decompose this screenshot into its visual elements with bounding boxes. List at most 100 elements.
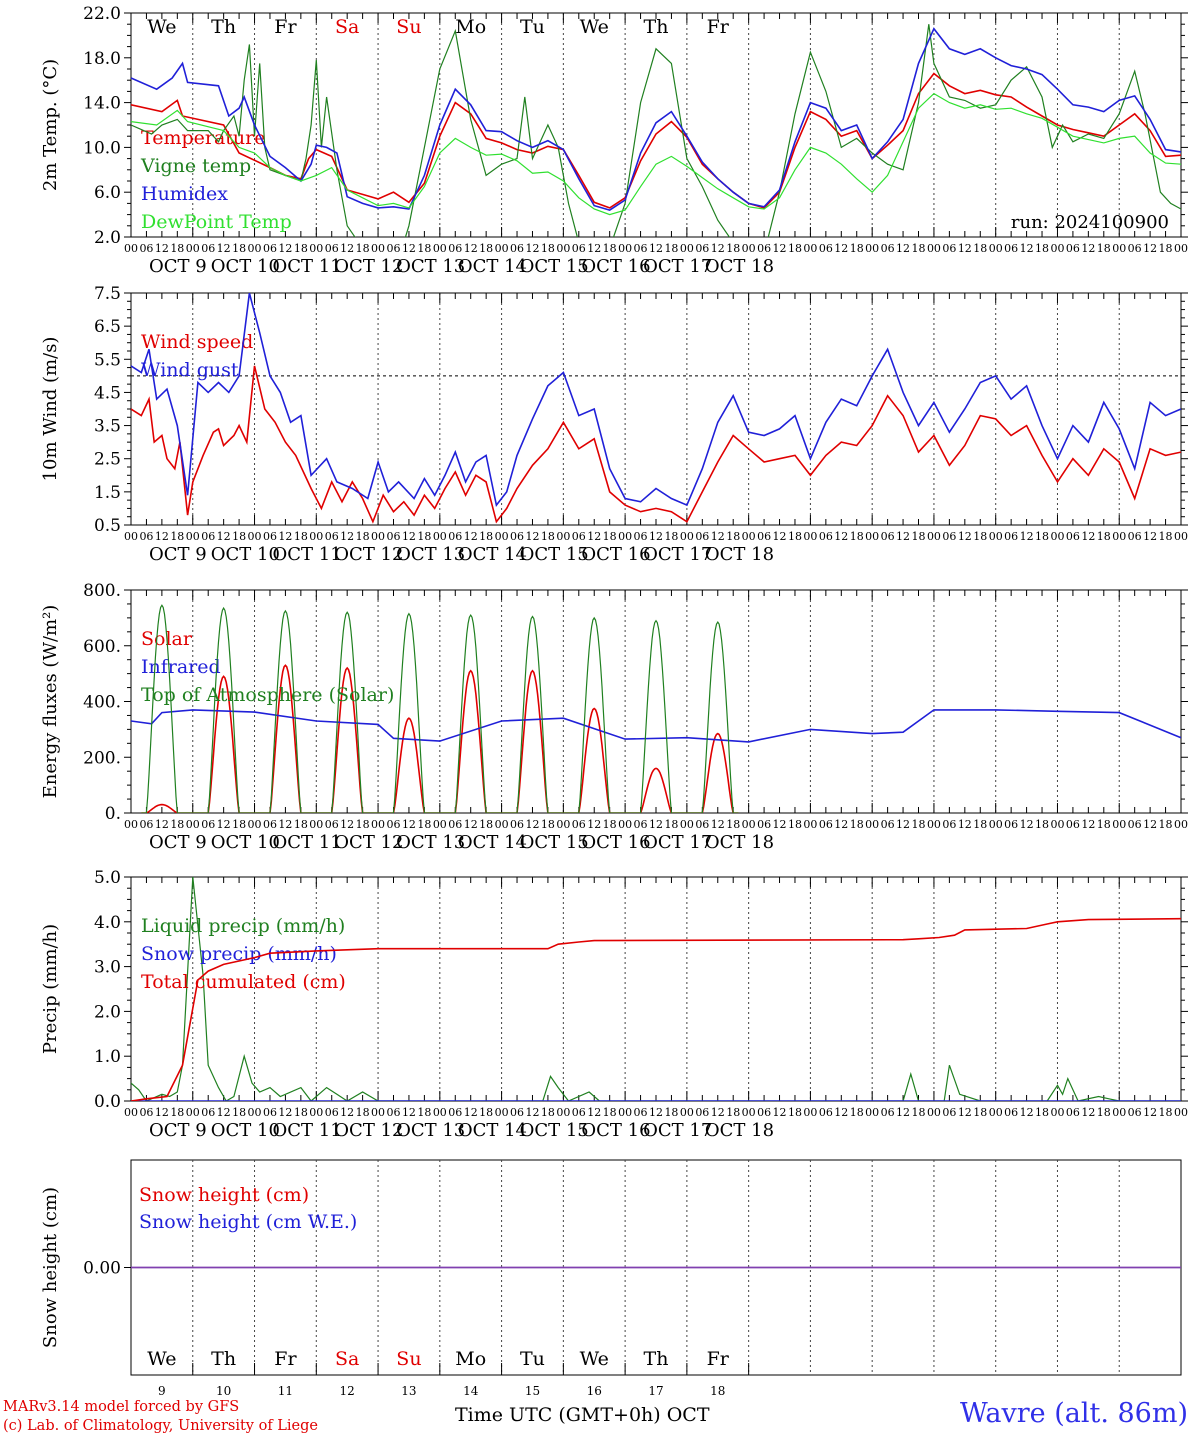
y-tick-label: 200. [83, 748, 121, 768]
x-tick-label: 06 [634, 242, 648, 255]
x-tick-label: 06 [942, 818, 956, 831]
x-tick-label: 18 [541, 818, 555, 831]
x-tick-label: 12 [525, 818, 539, 831]
x-tick-label: 12 [1143, 530, 1157, 543]
legend-entry: Snow height (cm W.E.) [139, 1211, 357, 1233]
x-tick-label: 06 [1004, 242, 1018, 255]
date-label: OCT 12 [334, 1120, 403, 1141]
x-tick-label: 18 [356, 530, 370, 543]
date-label: OCT 18 [705, 1120, 774, 1141]
run-label: run: 2024100900 [1011, 212, 1169, 233]
x-tick-label: 12 [155, 1106, 169, 1119]
x-tick-label: 18 [170, 818, 184, 831]
x-tick-label: 06 [881, 530, 895, 543]
x-tick-label: 12 [278, 818, 292, 831]
panel-frame [130, 12, 1182, 238]
x-tick-label: 12 [587, 530, 601, 543]
x-tick-label: 06 [1066, 1106, 1080, 1119]
legend-entry: Wind speed [141, 331, 253, 353]
x-tick-label: 12 [834, 818, 848, 831]
x-tick-label: 18 [1159, 242, 1173, 255]
weekday-label: We [147, 16, 176, 38]
x-tick-label: 06 [448, 530, 462, 543]
legend-entry: Liquid precip (mm/h) [141, 915, 345, 937]
y-tick-label: 6.0 [94, 183, 121, 203]
x-tick-label: 18 [726, 530, 740, 543]
x-tick-label: 18 [603, 242, 617, 255]
x-tick-label: 18 [726, 818, 740, 831]
x-tick-label: 06 [201, 242, 215, 255]
weekday-label: Su [396, 1348, 421, 1370]
x-tick-label: 06 [942, 242, 956, 255]
x-tick-label: 18 [417, 818, 431, 831]
x-tick-label: 18 [232, 818, 246, 831]
x-tick-label: 12 [1020, 530, 1034, 543]
x-tick-label: 12 [278, 1106, 292, 1119]
x-tick-label: 18 [664, 530, 678, 543]
x-tick-label: 18 [541, 1106, 555, 1119]
x-tick-label: 00 [1112, 242, 1126, 255]
x-tick-label: 00 [680, 530, 694, 543]
y-axis-label: Energy fluxes (W/m²) [40, 605, 61, 799]
x-tick-label: 18 [850, 242, 864, 255]
x-tick-label: 00 [309, 818, 323, 831]
date-label: OCT 18 [705, 256, 774, 277]
x-tick-label: 18 [541, 242, 555, 255]
y-tick-label: 4.0 [94, 913, 121, 933]
date-label: OCT 11 [273, 544, 342, 565]
x-tick-label: 00 [556, 242, 570, 255]
day-number: 15 [525, 1384, 540, 1398]
date-label: OCT 9 [149, 256, 207, 277]
x-tick-label: 18 [603, 1106, 617, 1119]
legend-entry: Total cumulated (cm) [141, 971, 346, 993]
x-tick-label: 00 [556, 530, 570, 543]
x-tick-label: 12 [773, 530, 787, 543]
x-tick-label: 00 [803, 242, 817, 255]
x-tick-label: 06 [139, 1106, 153, 1119]
y-axis-label: Snow height (cm) [40, 1187, 61, 1348]
x-tick-label: 06 [1004, 1106, 1018, 1119]
y-tick-label: 600. [83, 637, 121, 657]
x-tick-label: 12 [711, 818, 725, 831]
x-tick-label: 12 [1081, 242, 1095, 255]
location-title: Wavre (alt. 86m) [960, 1398, 1188, 1429]
y-tick-label: 2.0 [94, 228, 121, 248]
panel-2: 00 06 12 18 00 06 12 18 00 06 12 18 00 06 12 18 00 06 12 18… [40, 284, 1188, 565]
y-tick-label: 1.0 [94, 1047, 121, 1067]
x-tick-label: 00 [1174, 530, 1188, 543]
x-tick-label: 18 [1035, 818, 1049, 831]
x-tick-label: 06 [1004, 818, 1018, 831]
x-tick-label: 12 [649, 242, 663, 255]
series-line-1-1 [131, 72, 1181, 209]
x-tick-label: 00 [742, 242, 756, 255]
legend-entry: Snow height (cm) [139, 1184, 309, 1206]
x-tick-label: 06 [325, 242, 339, 255]
y-axis-label: 10m Wind (m/s) [40, 337, 61, 482]
x-tick-label: 12 [278, 242, 292, 255]
x-tick-label: 12 [834, 1106, 848, 1119]
x-tick-label: 06 [695, 1106, 709, 1119]
x-tick-label: 06 [757, 242, 771, 255]
legend-entry: Humidex [141, 183, 228, 205]
x-tick-label: 18 [541, 530, 555, 543]
weekday-label: Fr [274, 16, 297, 38]
x-tick-label: 18 [170, 242, 184, 255]
x-tick-label: 12 [1143, 1106, 1157, 1119]
x-tick-label: 00 [989, 1106, 1003, 1119]
x-tick-label: 18 [1159, 1106, 1173, 1119]
date-label: OCT 10 [211, 256, 280, 277]
x-tick-label: 06 [1128, 818, 1142, 831]
panel-3: 00 06 12 18 00 06 12 18 00 06 12 18 00 06 12 18 00 06 12 18… [40, 581, 1188, 853]
x-tick-label: 18 [726, 1106, 740, 1119]
x-tick-label: 00 [927, 530, 941, 543]
x-tick-label: 00 [248, 1106, 262, 1119]
x-tick-label: 12 [958, 530, 972, 543]
x-tick-label: 00 [1174, 818, 1188, 831]
x-tick-label: 18 [1035, 1106, 1049, 1119]
y-tick-label: 7.5 [94, 284, 121, 304]
date-label: OCT 17 [643, 256, 712, 277]
x-tick-label: 06 [139, 530, 153, 543]
x-tick-label: 00 [248, 242, 262, 255]
x-tick-label: 12 [155, 530, 169, 543]
y-tick-label: 0.00 [83, 1259, 121, 1279]
